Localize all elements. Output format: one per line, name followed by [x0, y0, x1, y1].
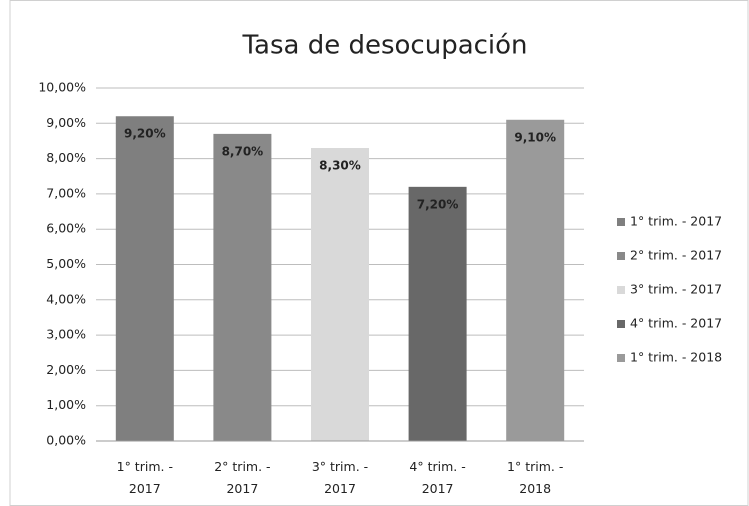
chart-title: Tasa de desocupación [241, 31, 527, 61]
y-tick-label: 3,00% [46, 327, 86, 342]
legend-swatch [617, 252, 625, 260]
legend-swatch [617, 354, 625, 362]
x-tick-label: 1° trim. - 2018 [507, 459, 563, 496]
y-tick-label: 6,00% [46, 221, 86, 236]
y-tick-label: 10,00% [38, 80, 86, 95]
bar [311, 148, 369, 441]
x-tick-label-line: 2017 [422, 481, 454, 496]
x-tick-label-line: 2017 [129, 481, 161, 496]
legend-swatch [617, 286, 625, 294]
bar [115, 116, 174, 442]
x-tick-label-line: 2° trim. - [214, 459, 270, 474]
x-tick-label: 1° trim. - 2017 [117, 459, 173, 496]
y-tick-label: 9,00% [46, 115, 86, 130]
x-tick-label-line: 3° trim. - [312, 459, 368, 474]
data-label: 8,70% [222, 144, 264, 158]
x-tick-label-line: 2017 [226, 481, 258, 496]
bar [408, 186, 467, 441]
data-label: 9,10% [514, 130, 556, 144]
x-tick-label: 3° trim. - 2017 [312, 459, 368, 496]
y-tick-label: 2,00% [46, 362, 86, 377]
legend-swatch [617, 320, 625, 328]
legend-label: 1° trim. - 2018 [630, 350, 722, 365]
x-tick-label-line: 1° trim. - [117, 459, 173, 474]
bar [213, 133, 272, 441]
bar [506, 119, 565, 442]
legend-label: 2° trim. - 2017 [630, 248, 722, 263]
y-tick-label: 4,00% [46, 291, 86, 306]
x-tick-label: 2° trim. - 2017 [214, 459, 270, 496]
data-label: 7,20% [417, 197, 459, 211]
legend-swatch [617, 218, 625, 226]
y-tick-label: 5,00% [46, 256, 86, 271]
legend-label: 4° trim. - 2017 [630, 316, 722, 331]
y-tick-label: 7,00% [46, 185, 86, 200]
legend-label: 1° trim. - 2017 [630, 214, 722, 229]
data-label: 8,30% [319, 159, 361, 173]
legend-label: 3° trim. - 2017 [630, 282, 722, 297]
x-tick-label-line: 2018 [519, 481, 551, 496]
x-tick-label: 4° trim. - 2017 [409, 459, 465, 496]
x-tick-label-line: 4° trim. - [409, 459, 465, 474]
data-label: 9,20% [124, 127, 166, 141]
y-tick-label: 1,00% [46, 397, 86, 412]
x-tick-label-line: 1° trim. - [507, 459, 563, 474]
y-tick-label: 8,00% [46, 150, 86, 165]
y-tick-label: 0,00% [46, 433, 86, 448]
x-tick-label-line: 2017 [324, 481, 356, 496]
